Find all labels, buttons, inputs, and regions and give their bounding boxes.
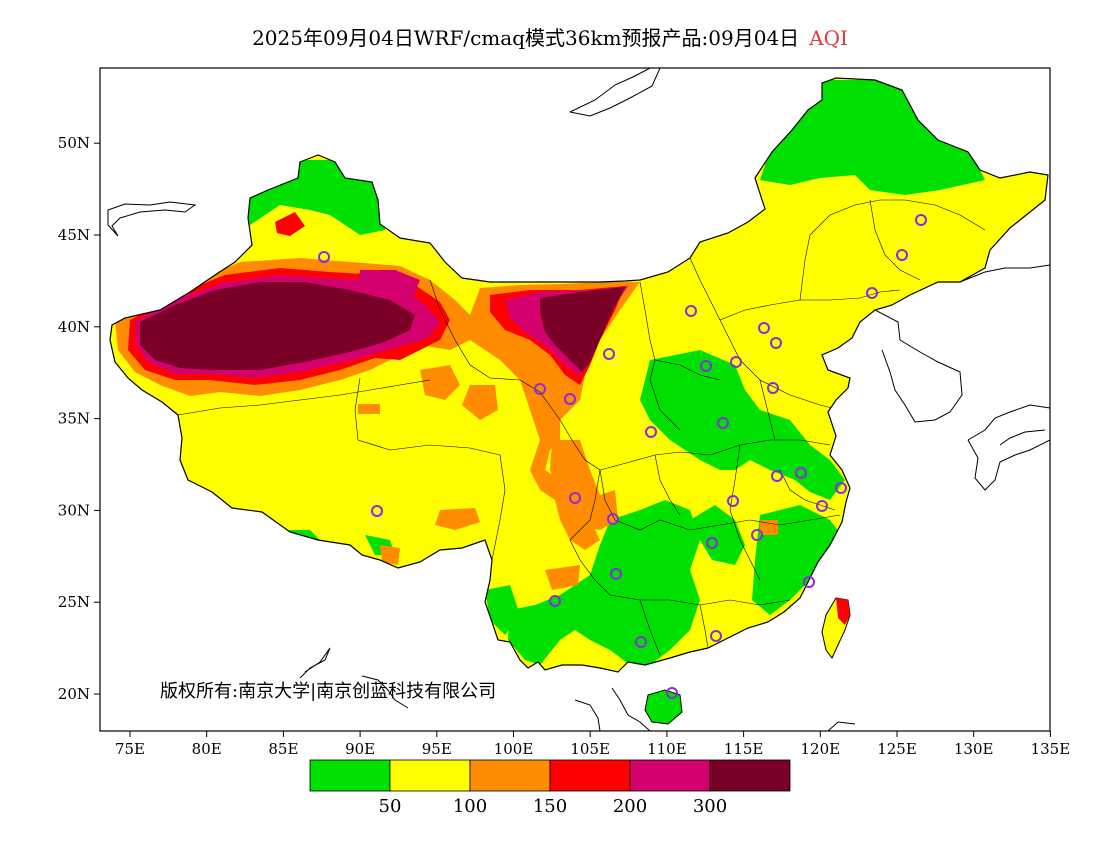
city-marker [564, 393, 576, 405]
city-marker [710, 630, 722, 642]
city-marker [866, 287, 878, 299]
city-marker [717, 417, 729, 429]
lon-tick-label: 95E [422, 740, 452, 758]
city-marker [758, 322, 770, 334]
city-marker [730, 356, 742, 368]
city-marker [727, 495, 739, 507]
city-marker [767, 382, 779, 394]
longitude-axis: 75E 80E 85E 90E 95E 100E 105E 110E 115E 120E 125E 1… [115, 731, 1070, 758]
city-marker [610, 568, 622, 580]
legend-swatch [629, 759, 711, 792]
taiwan-hotspot [836, 598, 850, 625]
city-marker [534, 383, 546, 395]
legend-label: 100 [453, 796, 487, 817]
lon-tick-label: 75E [115, 740, 145, 758]
lon-tick-label: 115E [724, 740, 764, 758]
title-text: 2025年09月04日WRF/cmaq模式36km预报产品:09月04日 [252, 26, 800, 50]
province-boundaries [177, 199, 986, 656]
lat-tick-label: 35N [58, 410, 90, 428]
legend-swatch [469, 759, 551, 792]
lon-tick-label: 80E [192, 740, 222, 758]
city-marker [371, 505, 383, 517]
city-marker [803, 576, 815, 588]
city-marker [700, 360, 712, 372]
lat-tick-label: 45N [58, 226, 90, 244]
lon-tick-label: 125E [877, 740, 917, 758]
city-marker [795, 467, 807, 479]
city-marker [835, 482, 847, 494]
city-marker [603, 348, 615, 360]
lon-tick-label: 120E [801, 740, 841, 758]
city-marker [645, 426, 657, 438]
city-marker [666, 687, 678, 699]
city-marker [607, 513, 619, 525]
copyright-text: 版权所有:南京大学|南京创蓝科技有限公司 [160, 681, 496, 702]
city-marker [771, 470, 783, 482]
city-marker [770, 337, 782, 349]
legend-swatch [309, 759, 391, 792]
city-marker [896, 249, 908, 261]
lon-tick-label: 130E [954, 740, 994, 758]
legend-swatch [709, 759, 791, 792]
legend-swatch [549, 759, 631, 792]
map-frame [99, 67, 1051, 732]
lat-tick-label: 30N [58, 501, 90, 519]
title-variable: AQI [809, 26, 848, 50]
lat-tick-label: 50N [58, 134, 90, 152]
city-marker [685, 305, 697, 317]
legend-swatch [389, 759, 471, 792]
city-marker [751, 529, 763, 541]
city-marker [318, 251, 330, 263]
city-marker [569, 492, 581, 504]
color-legend: 50 100 150 200 300 [309, 759, 791, 817]
lat-tick-label: 25N [58, 593, 90, 611]
legend-label: 150 [533, 796, 567, 817]
legend-label: 200 [613, 796, 647, 817]
lon-tick-label: 100E [494, 740, 534, 758]
city-marker [816, 500, 828, 512]
lat-tick-label: 40N [58, 318, 90, 336]
lat-tick-label: 20N [58, 685, 90, 703]
lon-tick-label: 90E [345, 740, 375, 758]
lon-tick-label: 110E [647, 740, 687, 758]
city-marker [635, 636, 647, 648]
legend-label: 300 [693, 796, 727, 817]
legend-label: 50 [379, 796, 402, 817]
map-title: 2025年09月04日WRF/cmaq模式36km预报产品:09月04日 AQI [0, 22, 1100, 51]
lon-tick-label: 85E [268, 740, 298, 758]
coastlines [107, 68, 1050, 731]
city-markers [318, 214, 927, 699]
city-marker [549, 595, 561, 607]
latitude-axis: 20N 25N 30N 35N 40N 45N 50N [58, 134, 100, 703]
lon-tick-label: 105E [570, 740, 610, 758]
city-marker [706, 537, 718, 549]
city-marker [915, 214, 927, 226]
lon-tick-label: 135E [1031, 740, 1071, 758]
